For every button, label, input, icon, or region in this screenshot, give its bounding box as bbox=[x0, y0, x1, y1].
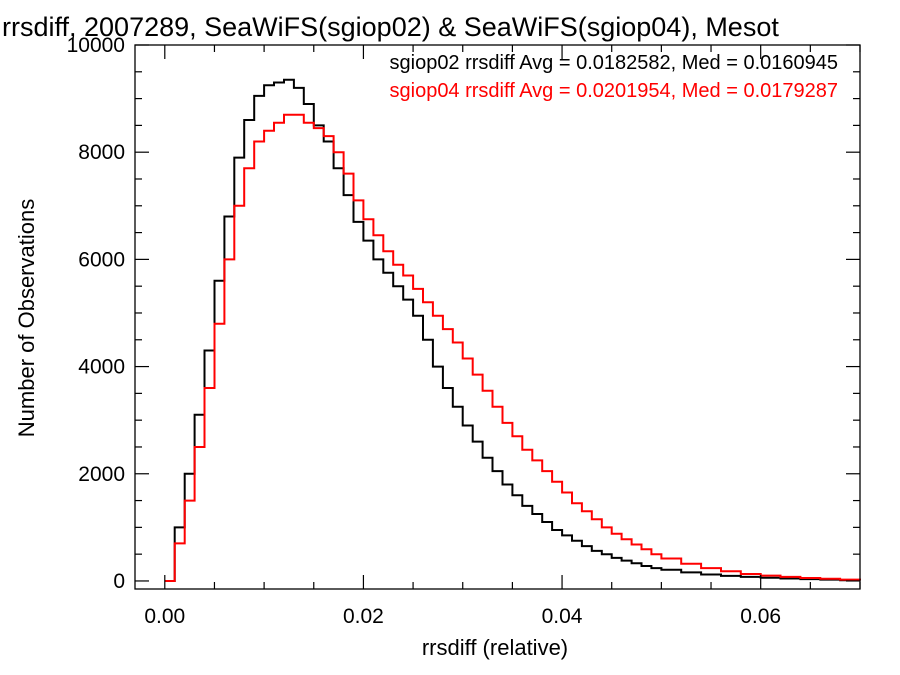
series-line-2 bbox=[164, 113, 861, 582]
x-tick-label: 0.06 bbox=[740, 605, 781, 628]
x-tick-label: 0.04 bbox=[542, 605, 583, 628]
y-tick-label: 10000 bbox=[67, 34, 125, 57]
series-line-1 bbox=[164, 78, 861, 582]
y-tick-label: 2000 bbox=[78, 463, 125, 486]
y-tick-label: 8000 bbox=[78, 141, 125, 164]
x-tick-label: 0.00 bbox=[144, 605, 185, 628]
chart-title: rrsdiff, 2007289, SeaWiFS(sgiop02) & Sea… bbox=[2, 12, 779, 42]
x-axis-label: rrsdiff (relative) bbox=[422, 635, 568, 660]
ticks-layer: 0.00 0.02 0.04 0.06 0 2000 4000 6000 8000 10000 bbox=[67, 34, 861, 628]
legend-entry-sgiop04: sgiop04 rrsdiff Avg = 0.0201954, Med = 0… bbox=[390, 80, 839, 102]
y-tick-label: 6000 bbox=[78, 248, 125, 271]
y-axis-label: Number of Observations bbox=[14, 199, 39, 437]
x-tick-label: 0.02 bbox=[343, 605, 384, 628]
legend-entry-sgiop02: sgiop02 rrsdiff Avg = 0.0182582, Med = 0… bbox=[390, 52, 839, 74]
plot-frame bbox=[134, 44, 861, 590]
series-layer bbox=[164, 78, 861, 582]
y-tick-label: 0 bbox=[113, 570, 125, 593]
y-tick-label: 4000 bbox=[78, 356, 125, 379]
plot-area: 0.00 0.02 0.04 0.06 0 2000 4000 6000 8000 10000 bbox=[67, 34, 861, 628]
